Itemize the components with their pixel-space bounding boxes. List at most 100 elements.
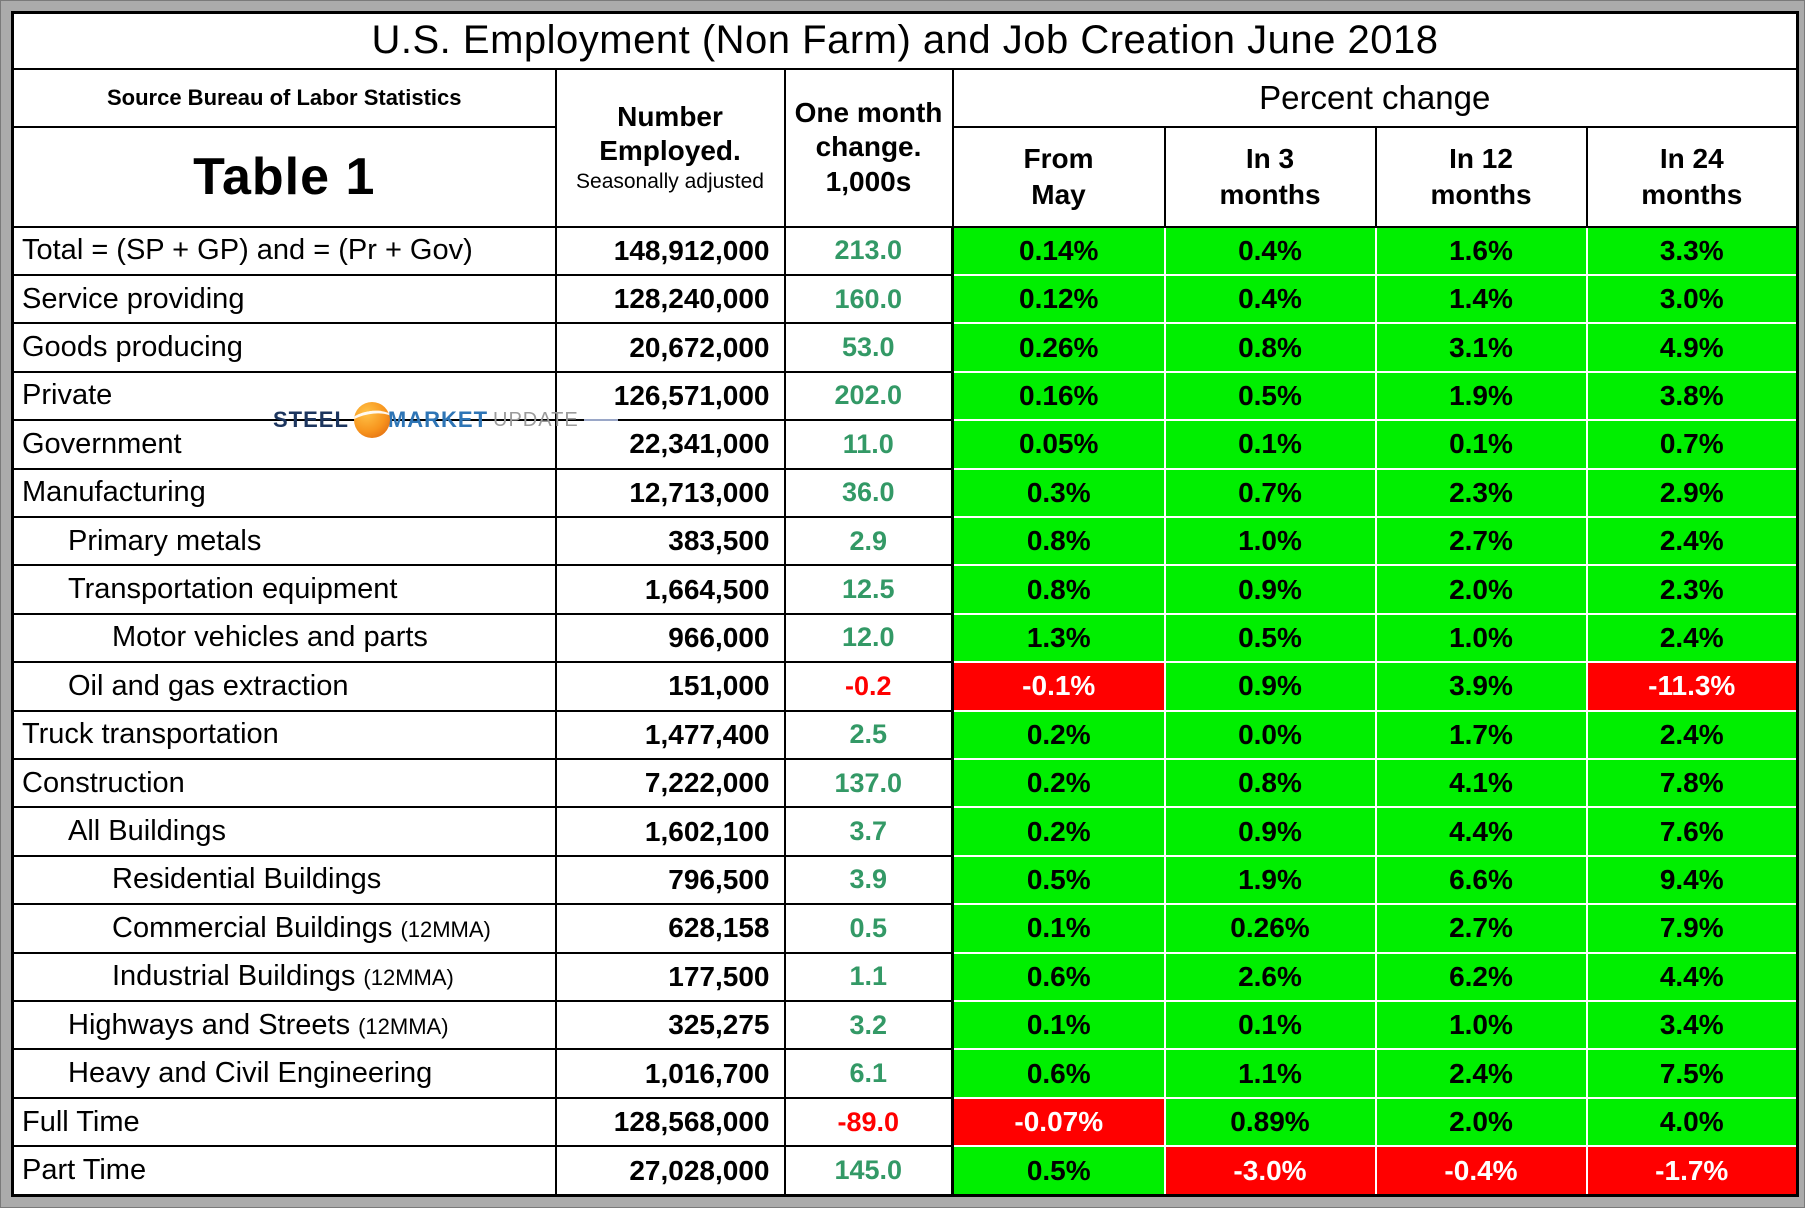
one-month-change-value: 53.0 <box>783 322 954 373</box>
pct-cell: 9.4% <box>1585 854 1799 906</box>
one-month-change-value: 0.5 <box>783 903 954 954</box>
table-row: Heavy and Civil Engineering 1,016,700 6.… <box>11 1048 1799 1099</box>
col-header-number-employed: Number Employed. Seasonally adjusted <box>554 67 786 228</box>
pct-cell: 0.7% <box>1163 467 1377 518</box>
one-month-change-value: 6.1 <box>783 1048 954 1099</box>
table-row: Primary metals 383,500 2.9 0.8% 1.0% 2.7… <box>11 515 1799 567</box>
pct-cell: -0.07% <box>951 1096 1166 1148</box>
logo-steel-text: STEEL <box>273 407 349 432</box>
table-row: Private 126,571,000 202.0 0.16% 0.5% 1.9… <box>11 370 1799 422</box>
steel-market-update-logo: STEEL MARKET UPDATE <box>273 399 618 441</box>
one-month-change-value: -89.0 <box>783 1096 954 1148</box>
row-label: Private <box>22 379 113 412</box>
row-label: Highways and Streets <box>68 1008 351 1041</box>
employed-value: 151,000 <box>554 661 786 712</box>
row-label-cell: Total = (SP + GP) and = (Pr + Gov) <box>11 225 557 276</box>
pct-cell: 0.05% <box>951 419 1166 470</box>
employed-value: 27,028,000 <box>554 1145 786 1197</box>
row-label: Truck transportation <box>22 718 279 751</box>
table-row: Motor vehicles and parts 966,000 12.0 1.… <box>11 612 1799 664</box>
pct-cell: 7.6% <box>1585 806 1799 857</box>
pct-cell: 2.7% <box>1374 515 1588 567</box>
pct-cell: 1.0% <box>1374 612 1588 664</box>
pct-cell: 3.1% <box>1374 322 1588 373</box>
pct-cell: 4.4% <box>1585 951 1799 1003</box>
row-label-cell: All Buildings <box>11 806 557 857</box>
pct-cell: 0.14% <box>951 225 1166 276</box>
row-label-cell: Residential Buildings <box>11 854 557 906</box>
pct-cell: 1.1% <box>1163 1048 1377 1099</box>
row-label-cell: Government <box>11 419 557 470</box>
pct-cell: 4.4% <box>1374 806 1588 857</box>
employed-value: 325,275 <box>554 999 786 1051</box>
one-month-change-value: 1.1 <box>783 951 954 1003</box>
row-label-cell: Private <box>11 370 557 422</box>
source-note: Source Bureau of Labor Statistics <box>11 67 557 128</box>
table-row: Oil and gas extraction 151,000 -0.2 -0.1… <box>11 661 1799 712</box>
table-row: Transportation equipment 1,664,500 12.5 … <box>11 564 1799 615</box>
one-month-change-value: 3.2 <box>783 999 954 1051</box>
col-header-line: change. <box>815 131 922 163</box>
pct-cell: 0.5% <box>951 1145 1166 1197</box>
row-label-suffix: (12MMA) <box>363 965 454 991</box>
pct-cell: 0.2% <box>951 709 1166 760</box>
col-header-line: 1,000s <box>825 165 912 197</box>
one-month-change-value: 11.0 <box>783 419 954 470</box>
employment-table: U.S. Employment (Non Farm) and Job Creat… <box>11 11 1799 1197</box>
row-label-cell: Goods producing <box>11 322 557 373</box>
one-month-change-value: 160.0 <box>783 273 954 325</box>
pct-cell: 0.4% <box>1163 273 1377 325</box>
table-row: Full Time 128,568,000 -89.0 -0.07% 0.89%… <box>11 1096 1799 1148</box>
header-row-sub: Table 1 From May In 3 months In 12 month… <box>11 125 1799 228</box>
row-label: Industrial Buildings <box>112 960 356 993</box>
pct-cell: 0.2% <box>951 757 1166 809</box>
pct-cell: 2.0% <box>1374 1096 1588 1148</box>
pct-cell: 0.0% <box>1163 709 1377 760</box>
col-header-line: One month <box>794 97 943 129</box>
one-month-change-value: 137.0 <box>783 757 954 809</box>
col-header-line: From <box>1023 142 1094 174</box>
row-label: Construction <box>22 766 185 799</box>
pct-cell: 0.89% <box>1163 1096 1377 1148</box>
table-row: Highways and Streets (12MMA) 325,275 3.2 … <box>11 999 1799 1051</box>
one-month-change-value: -0.2 <box>783 661 954 712</box>
pct-cell: -11.3% <box>1585 661 1799 712</box>
pct-cell: 0.1% <box>951 999 1166 1051</box>
col-header-line: months <box>1430 178 1532 210</box>
table-body: Total = (SP + GP) and = (Pr + Gov) 148,9… <box>11 225 1799 1197</box>
pct-cell: 2.4% <box>1374 1048 1588 1099</box>
row-label: Heavy and Civil Engineering <box>68 1057 433 1090</box>
row-label-cell: Service providing <box>11 273 557 325</box>
pct-cell: 0.4% <box>1163 225 1377 276</box>
one-month-change-value: 36.0 <box>783 467 954 518</box>
col-header-line: months <box>1641 178 1743 210</box>
pct-cell: 1.9% <box>1163 854 1377 906</box>
employed-value: 1,016,700 <box>554 1048 786 1099</box>
row-label-cell: Truck transportation <box>11 709 557 760</box>
pct-cell: 4.0% <box>1585 1096 1799 1148</box>
employed-value: 1,664,500 <box>554 564 786 615</box>
pct-cell: 1.4% <box>1374 273 1588 325</box>
employed-value: 20,672,000 <box>554 322 786 373</box>
pct-cell: 0.26% <box>951 322 1166 373</box>
col-header-line: months <box>1219 178 1321 210</box>
pct-cell: 2.4% <box>1585 709 1799 760</box>
pct-cell: 4.9% <box>1585 322 1799 373</box>
employed-value: 12,713,000 <box>554 467 786 518</box>
table-row: Industrial Buildings (12MMA) 177,500 1.1 … <box>11 951 1799 1003</box>
pct-cell: -3.0% <box>1163 1145 1377 1197</box>
col-header-subline: Seasonally adjusted <box>576 169 764 193</box>
pct-cell: 2.3% <box>1374 467 1588 518</box>
row-label-cell: Primary metals <box>11 515 557 567</box>
pct-cell: 2.7% <box>1374 903 1588 954</box>
pct-cell: 2.4% <box>1585 515 1799 567</box>
logo-market-text: MARKET <box>387 407 489 432</box>
pct-cell: 3.8% <box>1585 370 1799 422</box>
table-row: Government 22,341,000 11.0 0.05% 0.1% 0.… <box>11 419 1799 470</box>
one-month-change-value: 2.9 <box>783 515 954 567</box>
pct-cell: 3.3% <box>1585 225 1799 276</box>
row-label-cell: Manufacturing <box>11 467 557 518</box>
table-row: Manufacturing 12,713,000 36.0 0.3% 0.7% … <box>11 467 1799 518</box>
pct-cell: 7.8% <box>1585 757 1799 809</box>
row-label: Commercial Buildings <box>112 911 393 944</box>
